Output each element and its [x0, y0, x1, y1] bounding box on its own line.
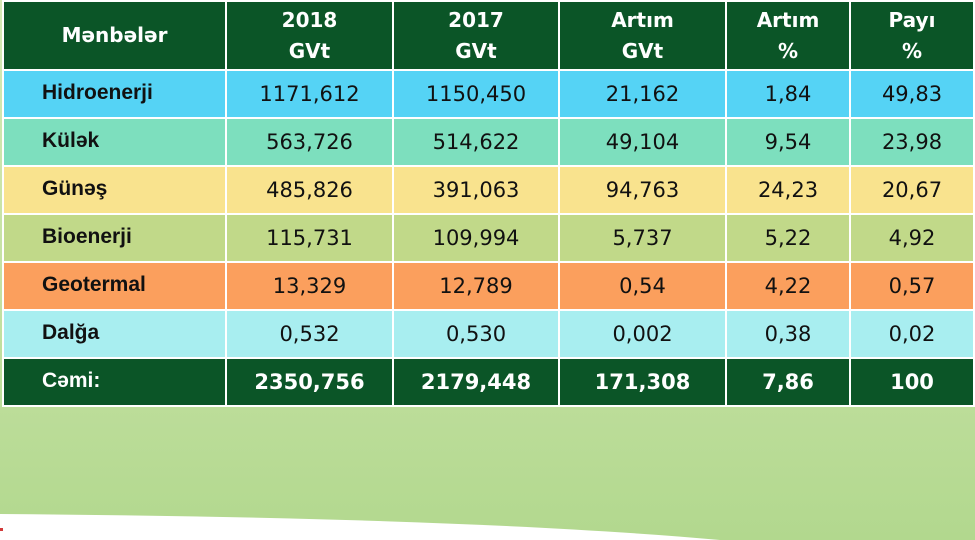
cell-2017: 514,622: [392, 117, 560, 167]
cell-share: 0,57: [849, 261, 975, 311]
cell-growth-gvt: 94,763: [558, 165, 727, 215]
cell-growth-gvt: 5,737: [558, 213, 727, 263]
row-name: Hidroenerji: [2, 69, 227, 119]
cell-2018: 0,532: [225, 309, 394, 359]
cell-growth-pct: 0,38: [725, 309, 851, 359]
header-2017: 2017 GVt: [392, 0, 560, 71]
table-row-gunes: Günəş 485,826 391,063 94,763 24,23 20,67: [2, 165, 975, 215]
cell-2017: 0,530: [392, 309, 560, 359]
cell-growth-gvt: 49,104: [558, 117, 727, 167]
table-row-dalga: Dalğa 0,532 0,530 0,002 0,38 0,02: [2, 309, 975, 359]
cell-growth-gvt: 21,162: [558, 69, 727, 119]
table-row-hidroenerji: Hidroenerji 1171,612 1150,450 21,162 1,8…: [2, 69, 975, 119]
table-row-total: Cəmi: 2350,756 2179,448 171,308 7,86 100: [2, 357, 975, 407]
table-row-kulek: Külək 563,726 514,622 49,104 9,54 23,98: [2, 117, 975, 167]
cell-2018: 485,826: [225, 165, 394, 215]
cell-2018: 1171,612: [225, 69, 394, 119]
row-name: Külək: [2, 117, 227, 167]
row-name: Cəmi:: [2, 357, 227, 407]
header-growth-pct: Artım%: [725, 0, 851, 71]
cell-2018: 13,329: [225, 261, 394, 311]
cell-growth-pct: 9,54: [725, 117, 851, 167]
row-name: Geotermal: [2, 261, 227, 311]
cell-share: 23,98: [849, 117, 975, 167]
cell-2018: 563,726: [225, 117, 394, 167]
cell-share: 4,92: [849, 213, 975, 263]
cell-2017: 12,789: [392, 261, 560, 311]
cell-share: 0,02: [849, 309, 975, 359]
cell-2017: 109,994: [392, 213, 560, 263]
table-row-geotermal: Geotermal 13,329 12,789 0,54 4,22 0,57: [2, 261, 975, 311]
cell-growth-gvt: 171,308: [558, 357, 727, 407]
header-growth-gvt: Artım GVt: [558, 0, 727, 71]
corner-mark: [0, 528, 3, 531]
header-2018: 2018 GVt: [225, 0, 394, 71]
header-share-pct: Payı%: [849, 0, 975, 71]
cell-growth-pct: 5,22: [725, 213, 851, 263]
cell-growth-pct: 1,84: [725, 69, 851, 119]
cell-2017: 1150,450: [392, 69, 560, 119]
row-name: Bioenerji: [2, 213, 227, 263]
cell-share: 100: [849, 357, 975, 407]
row-name: Dalğa: [2, 309, 227, 359]
cell-2017: 2179,448: [392, 357, 560, 407]
cell-share: 49,83: [849, 69, 975, 119]
table-row-bioenerji: Bioenerji 115,731 109,994 5,737 5,22 4,9…: [2, 213, 975, 263]
header-sources: Mənbələr: [2, 0, 227, 71]
row-name: Günəş: [2, 165, 227, 215]
cell-growth-pct: 24,23: [725, 165, 851, 215]
cell-growth-gvt: 0,002: [558, 309, 727, 359]
cell-growth-pct: 7,86: [725, 357, 851, 407]
table-header-row: Mənbələr 2018 GVt 2017 GVt Artım GVt Artım%…: [2, 0, 975, 71]
cell-share: 20,67: [849, 165, 975, 215]
energy-table: Mənbələr 2018 GVt 2017 GVt Artım GVt Artım%…: [2, 0, 975, 407]
background-wave: [0, 514, 720, 540]
cell-growth-pct: 4,22: [725, 261, 851, 311]
cell-2018: 2350,756: [225, 357, 394, 407]
cell-2017: 391,063: [392, 165, 560, 215]
cell-2018: 115,731: [225, 213, 394, 263]
cell-growth-gvt: 0,54: [558, 261, 727, 311]
